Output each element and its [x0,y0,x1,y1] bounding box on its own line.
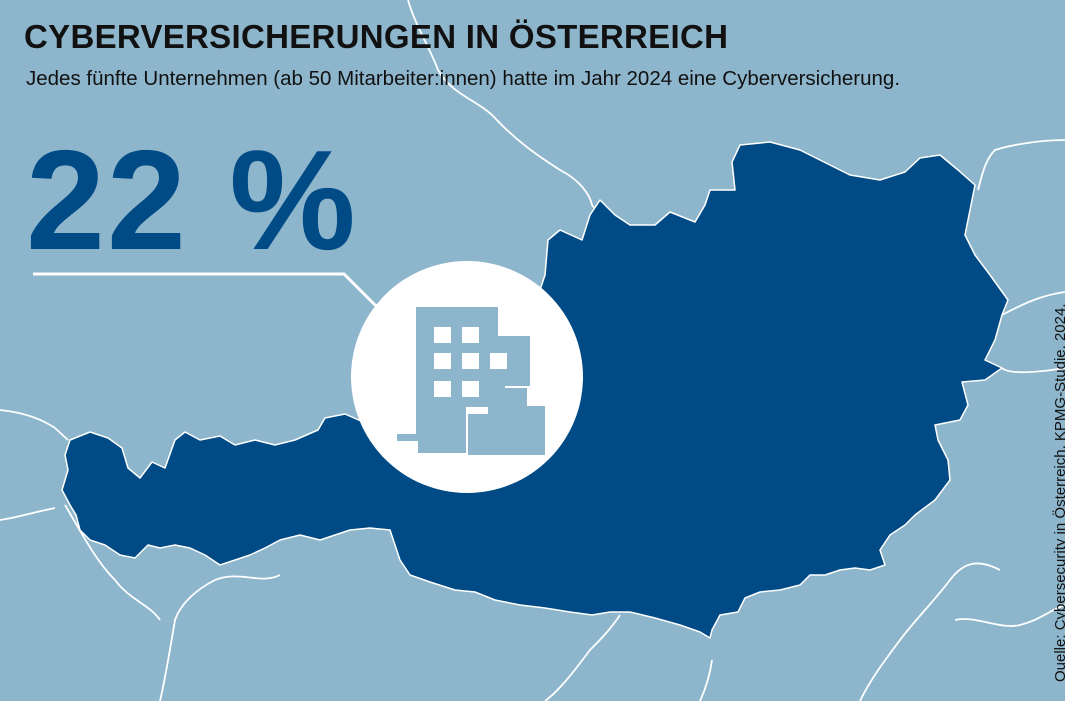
building-icon [397,307,545,455]
border-hungary-east [1001,367,1065,374]
border-croatia-hungary [954,604,1065,627]
page-subtitle: Jedes fünfte Unternehmen (ab 50 Mitarbei… [26,67,901,90]
border-slovenia-croatia [699,659,713,701]
border-liechtenstein [0,507,56,521]
border-slovakia-hungary [1001,291,1065,316]
border-slovenia-hungary [859,562,1001,701]
border-switzerland-italy [64,504,161,621]
highlight-value: 22 % [26,121,358,280]
border-czechia-slovakia-poland [977,139,1065,191]
page-title: CYBERVERSICHERUNGEN IN ÖSTERREICH [24,18,729,55]
border-south-italy [159,574,281,701]
border-italy-slovenia [544,614,621,701]
source-note: Quelle: Cybersecurity in Österreich, KPM… [1052,303,1065,683]
callout-line [33,272,378,308]
border-switzerland-germany [0,409,69,441]
border-germany-czechia [407,0,597,211]
